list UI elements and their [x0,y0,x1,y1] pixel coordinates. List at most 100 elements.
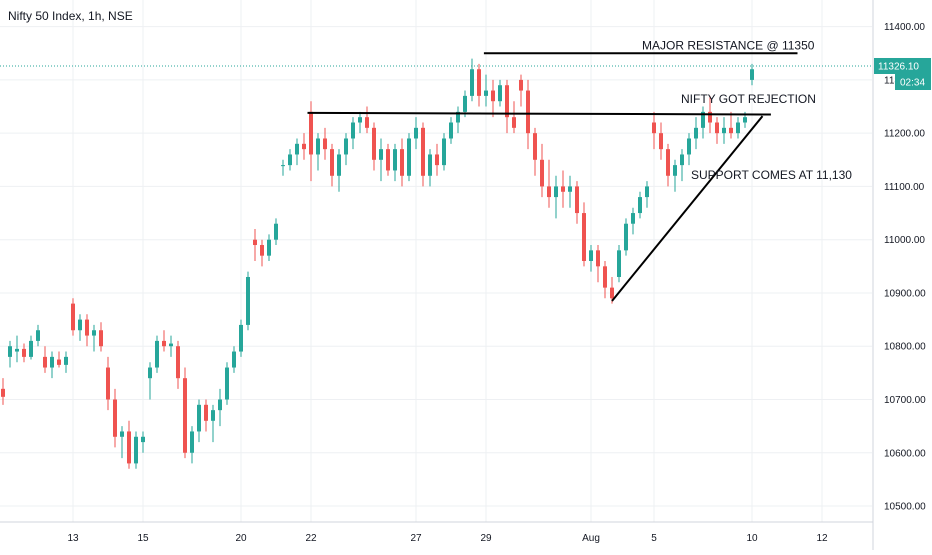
candle-body [421,127,425,176]
candle-body [407,138,411,176]
candle-body [246,276,250,325]
candle-body [99,330,103,347]
candle-body [281,165,285,167]
candle-body [183,378,187,453]
candle-body [645,186,649,198]
support-trendline[interactable] [611,115,764,302]
candle-body [141,436,145,443]
candle-body [92,330,96,336]
candle-body [708,111,712,123]
candle-body [365,117,369,128]
drawings[interactable]: MAJOR RESISTANCE @ 11350 NIFTY GOT REJECT… [307,38,853,302]
candle-body [610,287,614,299]
candle-body [736,122,740,134]
candle-body [106,367,110,400]
candle-body [71,303,75,331]
candle-body [470,69,474,96]
candle-body [316,138,320,155]
candle-body [323,138,327,150]
countdown-tag [895,73,931,90]
y-tick-label: 11400.00 [884,22,925,33]
candle-body [372,127,376,160]
candle-body [666,149,670,176]
candle-body [442,138,446,166]
candle-body [393,149,397,171]
last-price-label: 11326.10 [878,61,919,72]
candle-body [428,154,432,176]
candle-body [414,127,418,139]
candle-body [722,127,726,134]
x-tick-label: 5 [651,533,657,544]
candle-body [547,186,551,198]
candle-body [197,404,201,432]
candle-body [358,117,362,123]
candle-body [659,133,663,150]
candle-body [169,343,173,347]
x-tick-label: 12 [816,533,828,544]
candle-body [211,410,215,421]
candle-body [218,399,222,411]
candle-body [526,90,530,134]
candle-body [295,143,299,155]
y-tick-label: 10900.00 [884,288,926,299]
candle-body [253,239,257,246]
x-tick-label: 10 [746,533,758,544]
candle-body [449,122,453,139]
candle-body [204,404,208,421]
candle-body [113,399,117,437]
candle-body [85,319,89,336]
x-tick-label: 20 [235,533,247,544]
candle-body [288,154,292,166]
candle-body [701,111,705,128]
candle-body [134,436,138,464]
candle-body [561,186,565,192]
candle-body [267,239,271,256]
x-tick-label: 13 [67,533,79,544]
candle-body [652,122,656,134]
rejection-line[interactable] [307,111,771,116]
candle-body [50,356,54,368]
y-tick-label: 10700.00 [884,395,926,406]
candle-body [519,79,523,91]
candle-body [498,85,502,102]
y-tick-label: 10500.00 [884,502,926,513]
candle-body [337,154,341,176]
candle-body [687,138,691,155]
candle-body [596,250,600,267]
candle-body [120,431,124,437]
candle-body [43,356,47,368]
candle-body [477,69,481,96]
candle-body [540,159,544,187]
candle-body [22,348,26,357]
candle-body [127,431,131,464]
y-tick-label: 11200.00 [884,129,925,140]
candle-body [232,351,236,368]
candle-body [274,223,278,240]
candle-body [512,117,516,128]
y-tick-label: 10600.00 [884,448,926,459]
candle-body [729,127,733,134]
grid [0,0,873,522]
candle-body [15,348,19,352]
candle-body [379,149,383,160]
candle-body [29,340,33,357]
candle-body [36,330,40,341]
candle-body [750,69,754,80]
candle-body [715,122,719,134]
y-tick-label: 11000.00 [884,235,925,246]
candle-body [456,111,460,123]
chart-title: Nifty 50 Index, 1h, NSE [8,9,133,23]
x-tick-label: 29 [480,533,492,544]
y-tick-label: 11100.00 [884,182,925,193]
candle-body [694,127,698,139]
annotation-rejection: NIFTY GOT REJECTION [681,92,816,106]
candle-body [484,90,488,96]
x-tick-label: 15 [137,533,149,544]
candle-body [344,138,348,155]
annotation-support: SUPPORT COMES AT 11,130 [691,168,852,182]
candle-body [533,133,537,160]
x-tick-label: 27 [410,533,422,544]
